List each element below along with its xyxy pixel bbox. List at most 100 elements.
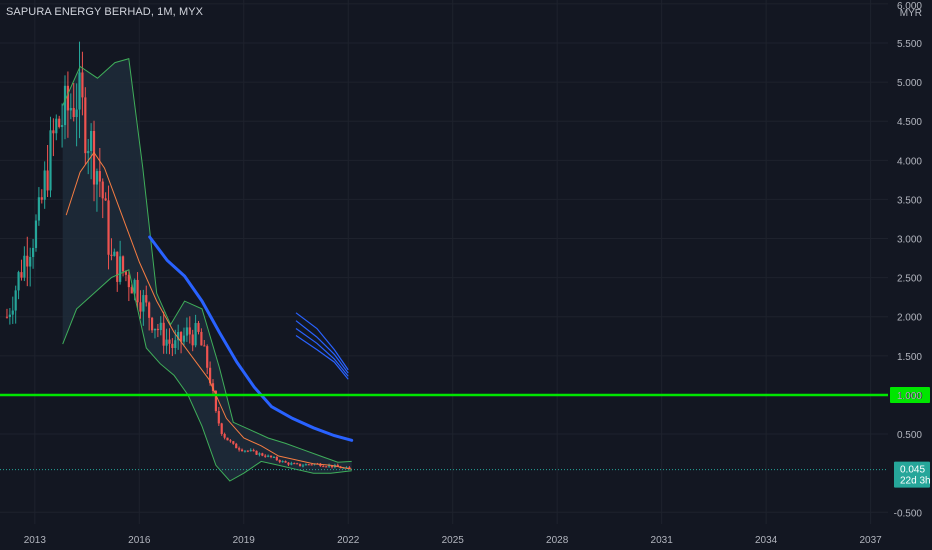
- projection-line: [148, 235, 354, 442]
- candle-body-79: [235, 443, 238, 449]
- x-tick-label-1: 2016: [128, 535, 151, 546]
- candle-body-70: [209, 367, 212, 384]
- candle-body-105: [310, 464, 313, 466]
- candle-body-111: [327, 465, 331, 467]
- candle-body-77: [229, 440, 232, 442]
- candle-body-109: [322, 466, 325, 468]
- candle-body-46: [139, 302, 142, 312]
- candle-body-110: [325, 466, 328, 468]
- y-tick-label-3: 4.500: [897, 117, 922, 128]
- candle-body-114: [336, 465, 339, 467]
- candle-body-59: [177, 332, 180, 341]
- currency-label: MYR: [900, 8, 922, 19]
- candle-body-100: [296, 463, 299, 465]
- candle-body-34: [104, 198, 107, 201]
- candle-body-98: [290, 463, 293, 465]
- candle-body-48: [145, 295, 148, 303]
- candle-body-78: [232, 441, 235, 444]
- candle-body-22: [69, 107, 72, 111]
- candle-body-42: [127, 274, 130, 288]
- candle-body-72: [214, 390, 218, 412]
- candle-body-24: [75, 109, 78, 118]
- y-tick-label-6: 3.000: [897, 235, 922, 246]
- candle-body-19: [61, 125, 64, 127]
- candle-body-55: [165, 339, 168, 346]
- candle-body-94: [278, 460, 281, 462]
- candle-body-52: [156, 328, 159, 331]
- candle-body-8: [29, 256, 32, 267]
- candle-body-56: [168, 339, 171, 344]
- candle-body-14: [46, 170, 49, 191]
- y-tick-label-4: 4.000: [897, 156, 922, 167]
- candle-body-25: [78, 72, 81, 110]
- candle-body-97: [287, 462, 290, 465]
- band-fill: [62, 58, 352, 481]
- candle-body-95: [281, 461, 284, 463]
- candle-body-0: [5, 316, 9, 318]
- candle-body-11: [37, 197, 40, 221]
- candle-body-1: [8, 314, 11, 318]
- candle-body-58: [174, 340, 177, 349]
- candle-body-73: [217, 411, 220, 424]
- projection-fan-line-1: [295, 320, 349, 374]
- candle-body-29: [90, 130, 93, 152]
- y-tick-label-5: 3.500: [897, 195, 922, 206]
- x-tick-label-0: 2013: [24, 535, 47, 546]
- candle-body-35: [107, 200, 110, 255]
- candle-body-76: [226, 437, 229, 441]
- candle-body-74: [220, 423, 223, 434]
- candle-body-102: [301, 465, 305, 467]
- x-tick-label-5: 2028: [546, 535, 569, 546]
- candle-body-21: [66, 85, 70, 111]
- candle-body-5: [20, 272, 23, 278]
- y-tick-label-0: 6.000: [897, 1, 922, 12]
- candle-body-10: [34, 220, 38, 248]
- countdown-label: 22d 3h: [900, 476, 931, 487]
- current-price-label-box: [894, 461, 930, 488]
- candle-body-87: [258, 453, 261, 455]
- candle-body-93: [275, 456, 278, 461]
- candle-body-30: [92, 130, 96, 185]
- candle-body-108: [319, 463, 322, 467]
- candle-body-65: [194, 323, 197, 346]
- candle-body-6: [23, 255, 26, 278]
- candle-body-32: [98, 171, 101, 182]
- y-tick-label-9: 1.500: [897, 352, 922, 363]
- candle-body-36: [110, 254, 113, 256]
- x-tick-label-4: 2025: [442, 535, 465, 546]
- candle-body-67: [200, 331, 203, 346]
- candle-body-33: [101, 181, 104, 199]
- candle-body-26: [81, 72, 84, 98]
- candle-body-92: [272, 456, 276, 458]
- candle-body-4: [17, 272, 20, 291]
- projection-fan-line-2: [295, 328, 349, 377]
- candle-body-9: [31, 247, 35, 257]
- candle-body-68: [203, 345, 206, 347]
- candle-body-18: [58, 118, 61, 127]
- band-upper-line: [62, 58, 352, 463]
- candle-body-49: [148, 302, 151, 318]
- candle-body-80: [238, 448, 241, 450]
- x-tick-label-6: 2031: [651, 535, 674, 546]
- candle-body-60: [179, 332, 183, 342]
- candle-body-86: [255, 450, 258, 455]
- x-tick-label-7: 2034: [755, 535, 778, 546]
- candle-body-71: [211, 383, 215, 391]
- candle-body-12: [40, 197, 43, 200]
- x-tick-label-8: 2037: [859, 535, 882, 546]
- y-tick-label-10: 1.000: [897, 391, 922, 402]
- y-tick-label-1: 5.500: [897, 39, 922, 50]
- support-label: 1.000: [897, 391, 922, 402]
- candle-body-50: [150, 317, 154, 331]
- candle-body-3: [14, 290, 17, 311]
- candle-body-51: [153, 328, 157, 331]
- projection-fan-line-3: [295, 335, 349, 380]
- candle-body-44: [133, 279, 136, 294]
- candle-body-13: [43, 170, 46, 200]
- candle-body-90: [267, 455, 270, 457]
- candle-body-69: [206, 346, 209, 368]
- support-label-box: [890, 386, 930, 403]
- projection-fan-line-0: [295, 312, 349, 371]
